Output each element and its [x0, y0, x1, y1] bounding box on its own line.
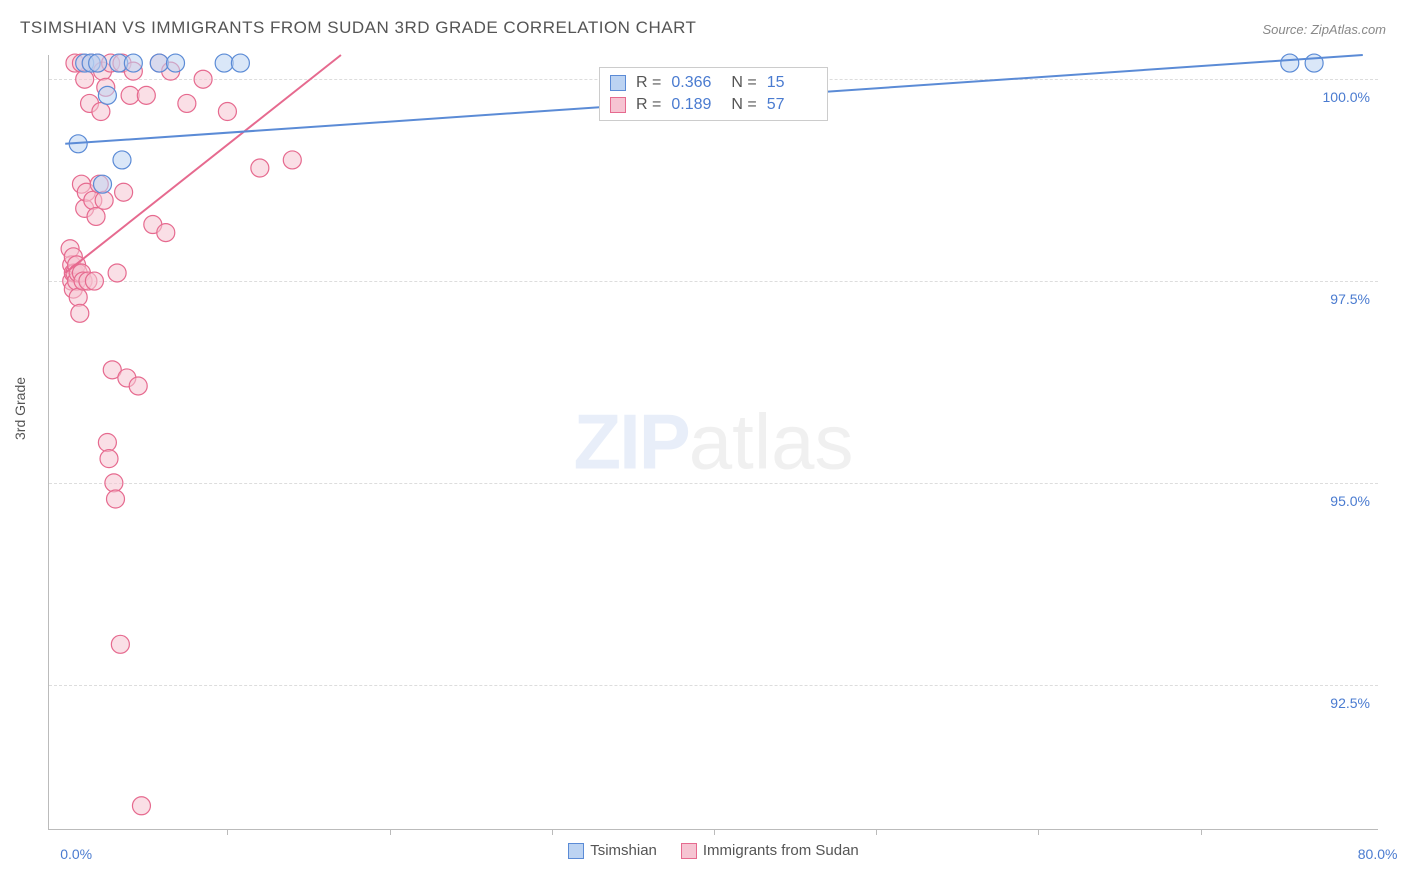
data-point [76, 70, 94, 88]
data-point [89, 54, 107, 72]
data-point [115, 183, 133, 201]
swatch-series-1 [610, 97, 626, 113]
data-point [107, 490, 125, 508]
data-point [194, 70, 212, 88]
data-point [100, 450, 118, 468]
chart-title: TSIMSHIAN VS IMMIGRANTS FROM SUDAN 3RD G… [20, 18, 696, 38]
data-point [121, 86, 139, 104]
stat-legend: R = 0.366 N = 15 R = 0.189 N = 57 [599, 67, 828, 121]
data-point [167, 54, 185, 72]
data-point [87, 207, 105, 225]
data-point [251, 159, 269, 177]
y-tick-label: 95.0% [1330, 493, 1370, 509]
data-point [92, 103, 110, 121]
source-attribution: Source: ZipAtlas.com [1262, 22, 1386, 37]
r-value-1: 0.189 [671, 96, 721, 114]
data-point [98, 434, 116, 452]
r-value-0: 0.366 [671, 74, 721, 92]
data-point [132, 797, 150, 815]
data-point [215, 54, 233, 72]
legend-swatch [568, 843, 584, 859]
legend-label: Tsimshian [590, 842, 657, 859]
n-value-0: 15 [767, 74, 817, 92]
legend-item: Immigrants from Sudan [681, 842, 859, 859]
legend-bottom: Tsimshian Immigrants from Sudan [49, 842, 1378, 859]
n-value-1: 57 [767, 96, 817, 114]
data-point [178, 94, 196, 112]
stat-row-series-0: R = 0.366 N = 15 [610, 72, 817, 94]
data-point [124, 54, 142, 72]
data-point [283, 151, 301, 169]
data-point [85, 272, 103, 290]
data-point [108, 264, 126, 282]
x-tick-label: 0.0% [60, 846, 92, 862]
data-point [113, 151, 131, 169]
y-tick-label: 100.0% [1323, 89, 1370, 105]
y-axis-label: 3rd Grade [12, 377, 28, 440]
swatch-series-0 [610, 75, 626, 91]
data-point [231, 54, 249, 72]
x-tick-label: 80.0% [1358, 846, 1398, 862]
data-point [98, 86, 116, 104]
data-point [129, 377, 147, 395]
data-point [157, 224, 175, 242]
data-point [218, 103, 236, 121]
stat-row-series-1: R = 0.189 N = 57 [610, 94, 817, 116]
data-point [71, 304, 89, 322]
y-tick-label: 92.5% [1330, 695, 1370, 711]
data-point [137, 86, 155, 104]
data-point [94, 175, 112, 193]
data-point [1281, 54, 1299, 72]
legend-swatch [681, 843, 697, 859]
data-point [95, 191, 113, 209]
legend-label: Immigrants from Sudan [703, 842, 859, 859]
scatter-svg [49, 55, 1378, 829]
data-point [1305, 54, 1323, 72]
data-point [105, 474, 123, 492]
y-tick-label: 97.5% [1330, 291, 1370, 307]
data-point [69, 288, 87, 306]
legend-item: Tsimshian [568, 842, 657, 859]
data-point [150, 54, 168, 72]
data-point [111, 635, 129, 653]
plot-area: ZIPatlas R = 0.366 N = 15 R = 0.189 N = … [48, 55, 1378, 830]
